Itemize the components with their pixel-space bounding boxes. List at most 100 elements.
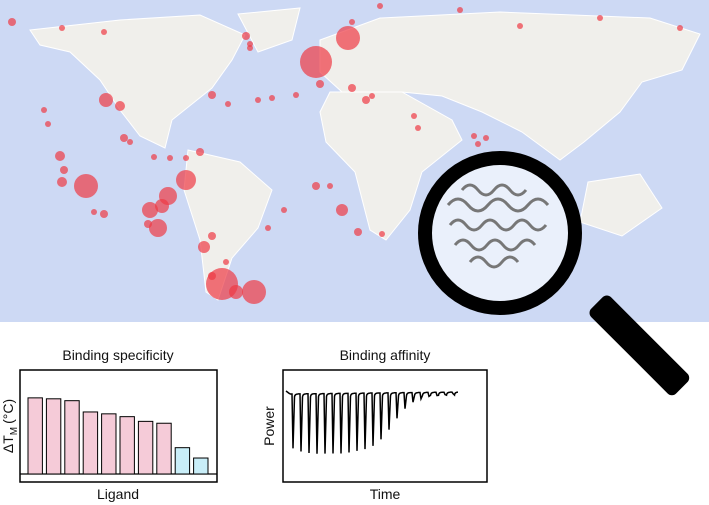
site	[316, 80, 324, 88]
site	[411, 113, 417, 119]
site	[597, 15, 603, 21]
site	[155, 199, 169, 213]
site	[208, 91, 216, 99]
bar	[45, 398, 62, 475]
injection-peak	[362, 392, 371, 450]
injection-peak	[322, 392, 331, 454]
x-label: Ligand	[97, 486, 139, 502]
site	[223, 259, 229, 265]
site	[59, 25, 65, 31]
site	[242, 32, 250, 40]
injection-peak	[450, 391, 459, 397]
y-label-unit: (°C)	[0, 399, 16, 424]
injection-peak	[386, 392, 395, 430]
y-label: Power	[261, 406, 277, 446]
injection-peak	[394, 392, 403, 419]
panel-title: Binding specificity	[62, 347, 173, 363]
site	[127, 139, 133, 145]
site	[327, 183, 333, 189]
injection-peak	[354, 392, 363, 451]
bar	[64, 400, 80, 475]
y-label: ΔTM (°C)	[0, 399, 20, 453]
bar	[27, 397, 43, 475]
injection-peak	[442, 391, 451, 397]
injection-peak	[418, 391, 427, 402]
panel-title: Binding affinity	[340, 347, 431, 363]
site	[41, 107, 47, 113]
site	[475, 141, 481, 147]
site	[99, 93, 113, 107]
injection-peak	[370, 392, 379, 446]
bar	[156, 422, 172, 475]
sample-sites	[8, 3, 683, 304]
injection-peak	[402, 391, 411, 409]
site	[362, 96, 370, 104]
injection-peak	[298, 393, 307, 452]
injection-peak	[306, 393, 315, 454]
bar	[101, 413, 117, 475]
site	[677, 25, 683, 31]
site	[369, 93, 375, 99]
bar	[193, 457, 209, 475]
bar	[137, 420, 154, 475]
protein	[446, 183, 550, 269]
site	[336, 26, 360, 50]
trace-start	[285, 390, 291, 395]
site	[91, 209, 97, 215]
site	[255, 97, 261, 103]
site	[100, 210, 108, 218]
site	[55, 151, 65, 161]
site	[265, 225, 271, 231]
site	[149, 219, 167, 237]
site	[312, 182, 320, 190]
injection-peak	[346, 392, 355, 453]
injection-peak	[314, 392, 323, 454]
site	[101, 29, 107, 35]
site	[176, 170, 196, 190]
site	[349, 19, 355, 25]
injection-peak	[290, 393, 299, 449]
injection-peak	[426, 391, 435, 398]
site	[142, 202, 158, 218]
bar	[174, 447, 191, 475]
site	[183, 155, 189, 161]
affinity-panel: Binding affinity Time Power	[261, 347, 488, 502]
site	[198, 241, 210, 253]
specificity-panel: Binding specificity Ligand ΔTM (°C)	[0, 347, 218, 502]
bar	[119, 416, 135, 475]
site	[57, 177, 67, 187]
site	[517, 23, 523, 29]
site	[242, 280, 266, 304]
site	[300, 46, 332, 78]
site	[8, 18, 16, 26]
site	[354, 228, 362, 236]
site	[415, 125, 421, 131]
site	[74, 174, 98, 198]
y-label-sub: M	[9, 427, 20, 435]
magnifier	[418, 151, 690, 396]
site	[379, 231, 385, 237]
x-label: Time	[370, 486, 401, 502]
site	[281, 207, 287, 213]
site	[457, 7, 463, 13]
magnifier-handle	[589, 295, 690, 396]
site	[120, 134, 128, 142]
injection-peak	[378, 392, 387, 440]
site	[229, 285, 243, 299]
site	[225, 101, 231, 107]
site	[336, 204, 348, 216]
site	[293, 92, 299, 98]
site	[115, 101, 125, 111]
land	[29, 7, 701, 301]
injection-peak	[338, 392, 347, 454]
site	[247, 45, 253, 51]
site	[348, 84, 356, 92]
site	[60, 166, 68, 174]
site	[208, 232, 216, 240]
site	[377, 3, 383, 9]
magnifier-lens	[418, 151, 582, 315]
site	[471, 133, 477, 139]
y-label-main: ΔT	[0, 435, 16, 453]
injection-peak	[330, 392, 339, 454]
